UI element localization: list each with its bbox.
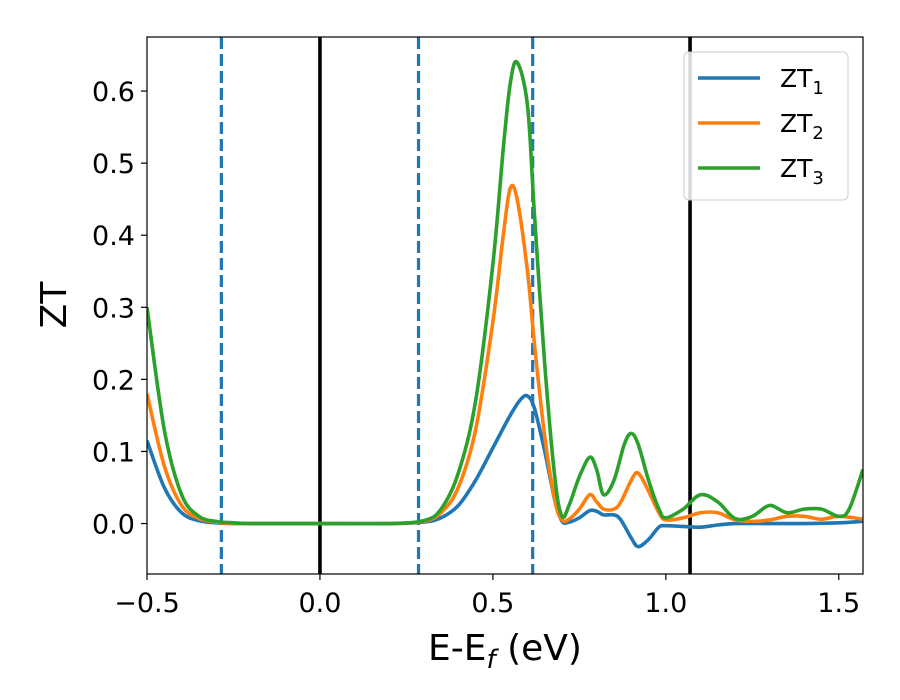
series-line-zt2	[147, 183, 863, 526]
series-line-zt3	[147, 59, 863, 526]
y-axis-title: ZT	[34, 281, 75, 329]
y-tick-label: 0.1	[92, 437, 135, 468]
y-tick-label: 0.0	[92, 510, 135, 541]
legend: ZT1 ZT2 ZT3	[683, 51, 849, 201]
axis-ticks: −0.5 0.0 0.5 1.0 1.5 0.0 0.1 0.2 0.3 0.4 0.5 0.6	[92, 77, 860, 619]
legend-frame	[683, 51, 849, 201]
y-tick-label: 0.2	[92, 365, 135, 396]
legend-label-zt3: ZT3	[780, 154, 824, 189]
x-tick-label: 0.5	[471, 588, 514, 619]
x-tick-label: 1.5	[817, 588, 860, 619]
plot-area	[147, 37, 863, 574]
plot-frame	[146, 36, 864, 575]
y-tick-label: 0.3	[92, 293, 135, 324]
y-tick-label: 0.5	[92, 149, 135, 180]
y-tick-label: 0.4	[92, 221, 135, 252]
legend-label-zt2: ZT2	[780, 109, 824, 144]
x-tick-label: −0.5	[114, 588, 180, 619]
legend-label-zt1: ZT1	[780, 64, 824, 99]
x-tick-label: 0.0	[298, 588, 341, 619]
x-axis-title: E-Ef (eV)	[428, 628, 582, 675]
x-tick-label: 1.0	[644, 588, 687, 619]
y-tick-label: 0.6	[92, 77, 135, 108]
